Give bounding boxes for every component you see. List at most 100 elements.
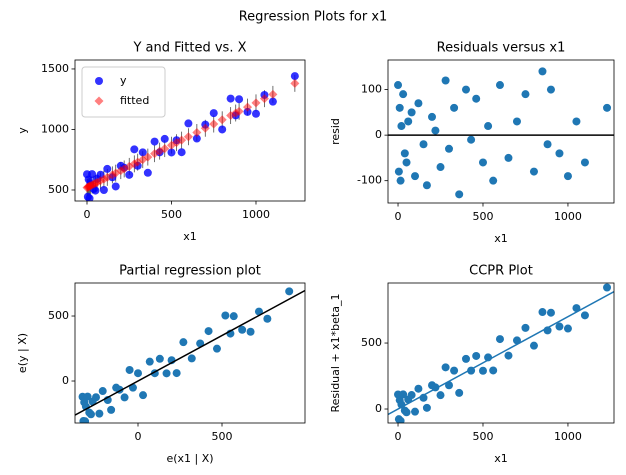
point [143, 152, 153, 162]
legend-box [81, 66, 166, 118]
point [538, 67, 547, 76]
point [200, 123, 210, 133]
x-tick-label: 500 [472, 430, 493, 443]
legend-marker [94, 96, 104, 106]
point [217, 115, 227, 125]
point [139, 391, 148, 400]
legend: y fitted [81, 66, 166, 118]
point [98, 387, 107, 396]
point [467, 135, 476, 144]
point [134, 369, 143, 378]
point [99, 185, 108, 194]
point [495, 335, 504, 344]
plot-area [75, 287, 305, 423]
point [285, 287, 294, 296]
point [83, 392, 92, 401]
subplot-title: Residuals versus x1 [437, 41, 566, 56]
point [394, 167, 403, 176]
point [555, 149, 564, 158]
point [441, 363, 450, 372]
point [572, 304, 581, 313]
x-tick-label: 500 [212, 430, 233, 443]
point [91, 186, 100, 195]
point [103, 164, 112, 173]
point [243, 102, 253, 112]
plot-area [388, 283, 614, 423]
point [419, 140, 428, 149]
x-axis-label: x1 [494, 232, 508, 245]
point [88, 170, 97, 179]
point [243, 107, 252, 116]
legend-label: fitted [120, 94, 149, 107]
x-tick-label: 1000 [242, 208, 270, 221]
point [529, 341, 538, 350]
point [183, 132, 193, 142]
point [120, 393, 129, 402]
point [445, 381, 454, 390]
fit-line [388, 290, 614, 416]
point [125, 170, 134, 179]
figure-title: Regression Plots for x1 [239, 10, 388, 25]
y-tick-label: 500 [361, 336, 382, 349]
x-tick-label: 1000 [554, 430, 582, 443]
point [445, 144, 454, 153]
point [81, 417, 90, 423]
x-tick-label: 0 [135, 430, 142, 443]
point [603, 103, 612, 112]
point [187, 354, 196, 363]
point [546, 85, 555, 94]
point [396, 416, 405, 423]
point [394, 81, 403, 90]
point [504, 153, 513, 162]
point [431, 126, 440, 135]
point [563, 172, 572, 181]
point [407, 391, 416, 400]
point [546, 308, 555, 317]
y-tick-label: 500 [48, 183, 69, 196]
point [436, 391, 445, 400]
point [580, 158, 589, 167]
point [192, 127, 202, 137]
point [290, 72, 299, 81]
point [543, 140, 552, 149]
point [512, 117, 521, 126]
point [172, 369, 181, 378]
point [407, 108, 416, 117]
y-tick-label: 1500 [41, 62, 69, 75]
point [603, 283, 612, 292]
point [414, 384, 423, 393]
point [450, 366, 459, 375]
point [555, 322, 564, 331]
point [529, 167, 538, 176]
point [399, 390, 408, 399]
point [263, 314, 272, 323]
y-tick-label: -100 [357, 174, 382, 187]
point [441, 76, 450, 85]
point [489, 176, 498, 185]
x-tick-label: 500 [161, 208, 182, 221]
x-tick-label: 0 [395, 210, 402, 223]
x-tick-label: 0 [395, 430, 402, 443]
point [145, 357, 154, 366]
subplot: CCPR Plot x1 Residual + x1*beta_1 0 500 1000 0… [329, 264, 615, 465]
point [428, 112, 437, 121]
point [402, 158, 411, 167]
point [234, 106, 244, 116]
point [150, 137, 159, 146]
point [209, 109, 218, 118]
point [177, 135, 187, 145]
point [167, 148, 176, 157]
point [414, 99, 423, 108]
y-tick-label: 0 [375, 402, 382, 415]
point [209, 119, 219, 129]
legend-marker [95, 77, 103, 85]
point [111, 182, 120, 191]
point [397, 122, 406, 131]
point [495, 81, 504, 90]
point [455, 388, 464, 397]
point [400, 149, 409, 158]
point [160, 144, 170, 154]
subplot: Y and Fitted vs. X x1 y 0 500 1000 500 1000 1500… [16, 41, 306, 243]
point [251, 109, 260, 118]
point [95, 409, 104, 418]
